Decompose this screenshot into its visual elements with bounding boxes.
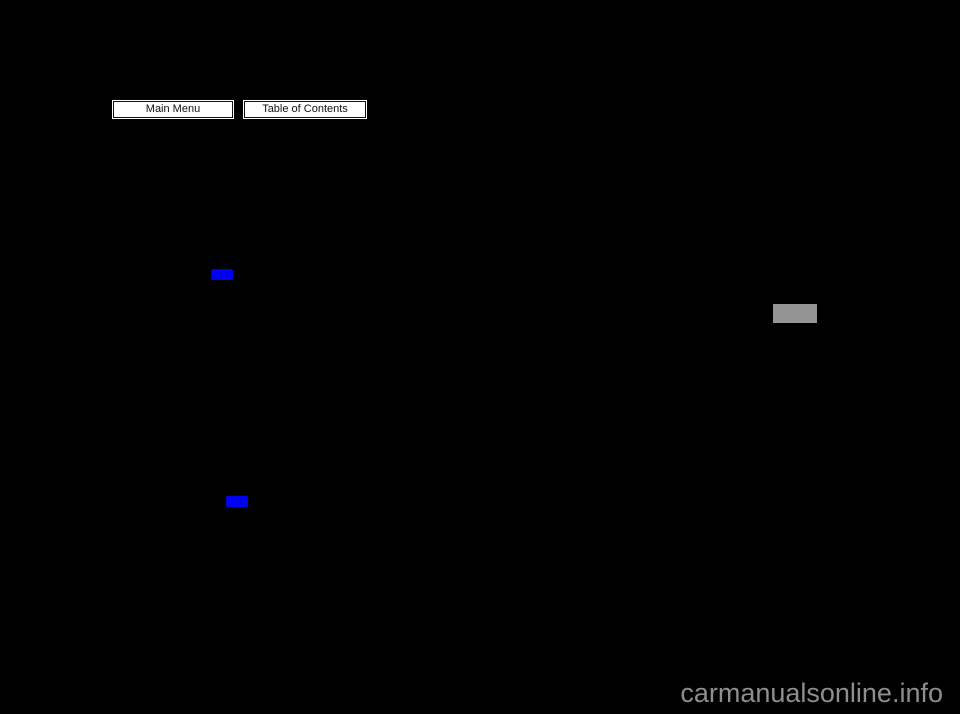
table-of-contents-button[interactable]: Table of Contents xyxy=(243,100,367,119)
redaction-box xyxy=(773,304,817,323)
watermark-text: carmanualsonline.info xyxy=(680,678,943,708)
page-reference-link-highlight[interactable] xyxy=(211,269,233,280)
main-menu-button[interactable]: Main Menu xyxy=(112,100,234,119)
page-reference-link-highlight[interactable] xyxy=(226,496,248,507)
